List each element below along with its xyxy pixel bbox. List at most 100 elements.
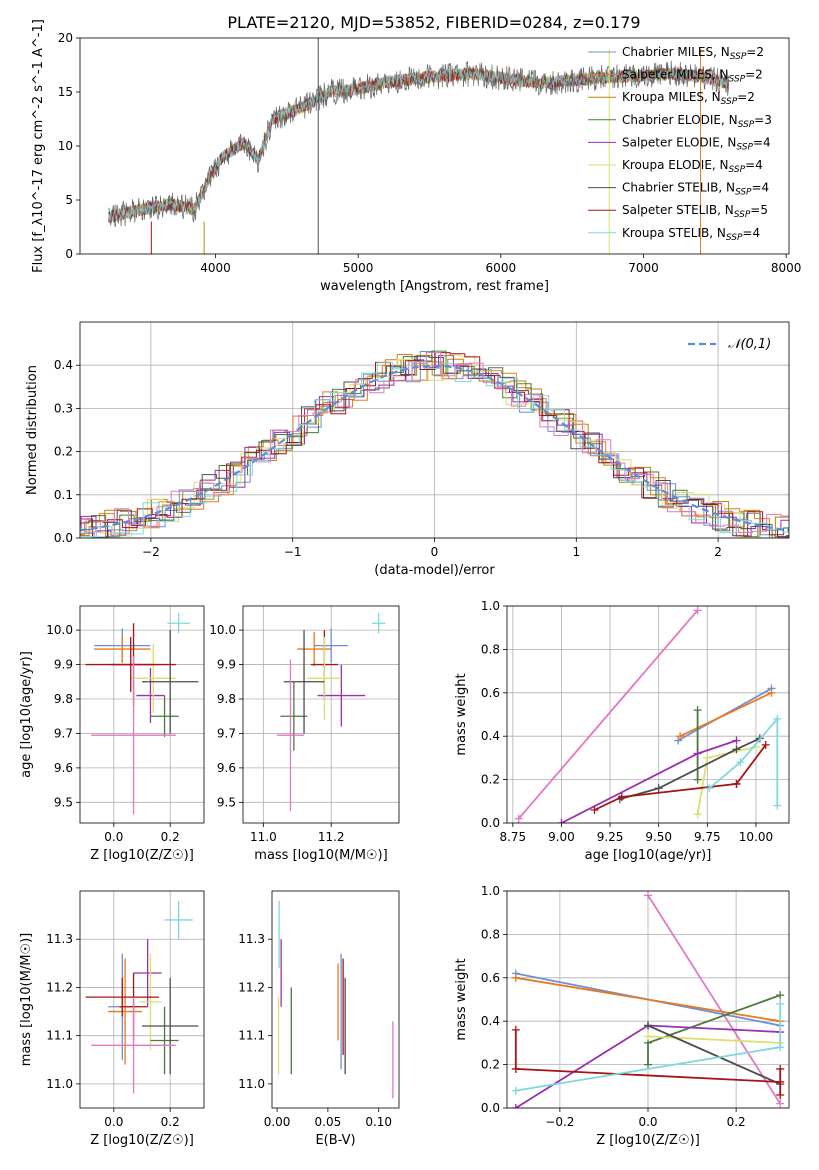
legend-label: Salpeter STELIB, NSSP=5 [622,203,768,220]
weight-point [776,1099,785,1108]
weight-point [732,745,741,754]
x-tick-label: 8.75 [499,830,526,844]
x-tick-label: 1 [572,545,580,559]
legend-text: Kroupa STELIB, N [622,226,726,240]
x-tick-label: 9.00 [548,830,575,844]
weight-point [693,749,702,758]
weight-series [679,691,772,738]
weight-series [647,1024,781,1085]
x-tick-label: 0.05 [315,1115,342,1129]
weight-point [761,740,770,749]
legend-text: Chabrier ELODIE, N [622,113,738,127]
legend-label: Kroupa MILES, NSSP=2 [622,90,755,107]
legend-subscript: SSP [738,120,755,130]
weight-point [511,1064,520,1073]
y-axis-label: mass [log10(M/M☉)] [19,933,34,1066]
histogram-series [80,361,789,538]
legend-text: Chabrier STELIB, N [622,181,735,195]
legend-subscript: SSP [736,142,753,152]
spectrum-line [108,67,730,223]
legend-text: Salpeter ELODIE, N [622,135,736,149]
weight-point [732,779,741,788]
x-axis-label: age [log10(age/yr)] [585,848,712,863]
panel-weight-vs-age: 8.75 9.00 9.25 9.50 9.75 10.00 0.0 0.2 0.4 0.6 0.8… [454,599,790,863]
panel-spectrum: 4000 5000 6000 7000 8000 0 5 10 15 20 wavelength [… [31,19,801,294]
legend-value: =4 [742,226,760,240]
y-tick-label: 9.7 [54,726,73,740]
axes-frame [79,605,205,824]
y-tick-label: 11.3 [238,932,265,946]
x-tick-label: 0.2 [727,1115,746,1129]
x-tick-label: 0.2 [161,830,180,844]
y-tick-label: 0.1 [54,488,73,502]
y-tick-label: 11.1 [238,1029,265,1043]
y-tick-label: 9.5 [54,795,73,809]
gaussian-curve [80,364,789,532]
legend-value: =4 [745,158,763,172]
y-axis-label: Normed distribution [25,365,40,495]
x-tick-label: 8000 [771,261,802,275]
legend-label: Chabrier STELIB, NSSP=4 [622,181,769,198]
figure-title: PLATE=2120, MJD=53852, FIBERID=0284, z=0… [227,13,640,32]
y-tick-label: 9.6 [217,761,236,775]
weight-point [644,1021,652,1030]
y-tick-label: 11.0 [46,1077,73,1091]
legend-subscript: SSP [726,233,743,243]
error-bars [85,900,199,1094]
legend-subscript: SSP [734,210,751,220]
y-tick-label: 0.4 [54,358,73,372]
legend-subscript: SSP [729,165,746,175]
legend-label: Salpeter MILES, NSSP=2 [622,68,763,85]
x-tick-label: 11.0 [250,830,277,844]
weight-point [674,736,683,745]
weight-point [693,810,702,819]
histogram-series [80,355,789,537]
y-tick-label: 0.4 [481,1014,500,1028]
panel-residuals: −2 −1 0 1 2 0.0 0.1 0.2 0.3 0.4 (data-model)/error… [25,321,790,578]
y-tick-label: 0.3 [54,401,73,415]
spectrum-lines [108,38,730,254]
panel-age-vs-z: 0.0 0.2 9.5 9.6 9.7 9.8 9.9 10.0 Z [log10(Z/Z☉)]… [19,605,205,863]
weight-series [515,976,781,1023]
y-tick-label: 9.9 [54,658,73,672]
weight-point [773,801,782,810]
y-tick-label: 10 [58,139,73,153]
x-tick-label: 0 [431,545,439,559]
weight-series [696,746,757,815]
x-tick-label: −0.2 [545,1115,574,1129]
weight-point [776,1090,785,1099]
x-tick-label: −2 [142,545,160,559]
error-bars [276,612,386,811]
legend-subscript: SSP [730,52,747,62]
y-tick-label: 0.6 [481,971,500,985]
y-tick-label: 15 [58,85,73,99]
y-tick-label: 11.2 [238,980,265,994]
x-axis-label: (data-model)/error [374,563,495,578]
weight-lines [514,606,782,823]
x-tick-label: 5000 [343,261,374,275]
axes-frame [506,605,790,824]
weight-point [736,758,745,767]
axes-frame [271,890,400,1109]
weight-point [557,819,566,823]
y-tick-label: 9.6 [54,761,73,775]
legend-value: =3 [754,113,772,127]
x-tick-label: 7000 [628,261,659,275]
y-tick-label: 9.5 [217,795,236,809]
legend-text: Salpeter MILES, N [622,68,729,82]
y-tick-label: 0.2 [481,1058,500,1072]
x-axis-label: Z [log10(Z/Z☉)] [596,1133,700,1148]
histogram-series [80,355,789,536]
y-tick-label: 1.0 [481,599,500,613]
axes-frame [506,890,790,1109]
axes-frame [79,37,790,255]
legend-label: Kroupa STELIB, NSSP=4 [622,226,760,243]
legend-text: Salpeter STELIB, N [622,203,734,217]
legend-text: Kroupa ELODIE, N [622,158,729,172]
legend-label: Kroupa ELODIE, NSSP=4 [622,158,763,175]
x-tick-label: 0.2 [161,1115,180,1129]
weight-series [647,894,781,1105]
axes-frame [79,321,790,539]
x-tick-label: 0.00 [264,1115,291,1129]
